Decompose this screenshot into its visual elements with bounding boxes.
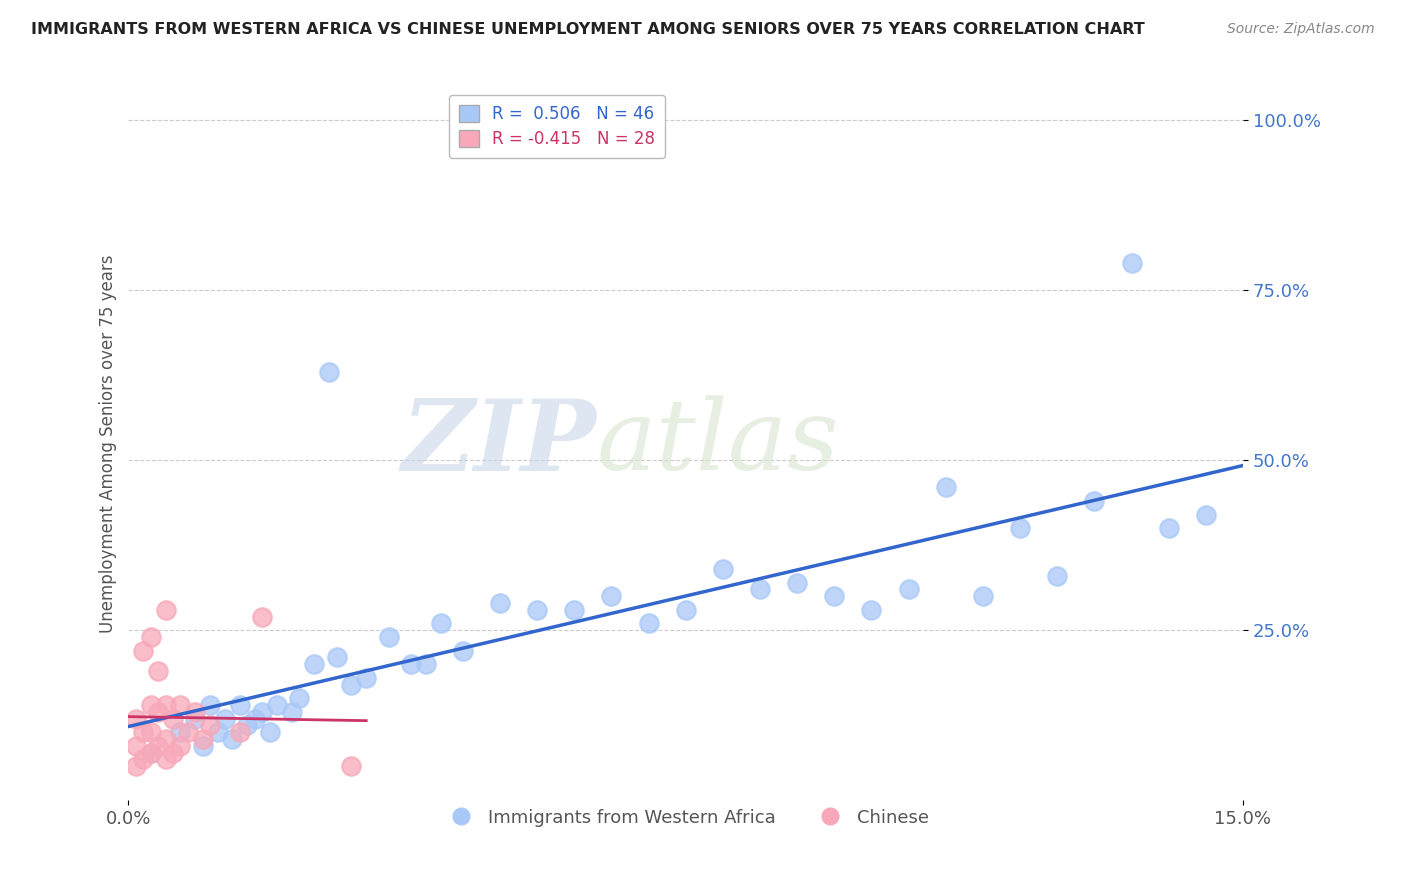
Point (266, 698, 288, 712)
Point (148, 739, 170, 753)
Point (972, 589, 994, 603)
Point (184, 705, 207, 719)
Point (302, 657, 325, 672)
Point (1121, 256, 1143, 270)
Point (148, 664, 170, 678)
Point (125, 759, 148, 773)
Point (155, 603, 177, 617)
Point (191, 732, 214, 747)
Point (229, 725, 252, 739)
Point (200, 718, 222, 732)
Point (191, 739, 214, 753)
Point (749, 582, 772, 597)
Point (207, 725, 229, 739)
Point (675, 603, 697, 617)
Point (562, 603, 585, 617)
Point (214, 712, 236, 726)
Text: atlas: atlas (596, 396, 839, 491)
Point (318, 365, 340, 379)
Point (200, 698, 222, 712)
Point (1046, 569, 1069, 583)
Point (860, 603, 883, 617)
Point (1195, 508, 1218, 522)
Text: IMMIGRANTS FROM WESTERN AFRICA VS CHINESE UNEMPLOYMENT AMONG SENIORS OVER 75 YEA: IMMIGRANTS FROM WESTERN AFRICA VS CHINES… (31, 22, 1144, 37)
Point (139, 630, 162, 644)
Point (340, 678, 363, 692)
Point (281, 705, 304, 719)
Point (823, 589, 845, 603)
Point (489, 596, 512, 610)
Point (139, 698, 162, 712)
Point (250, 705, 273, 719)
Point (155, 732, 177, 747)
Point (139, 746, 162, 760)
Point (429, 616, 451, 631)
Point (132, 725, 155, 739)
Point (637, 616, 659, 631)
Point (155, 698, 177, 712)
Point (325, 650, 347, 665)
Point (169, 698, 191, 712)
Point (399, 657, 422, 672)
Y-axis label: Unemployment Among Seniors over 75 years: Unemployment Among Seniors over 75 years (100, 254, 117, 632)
Point (162, 712, 184, 726)
Point (288, 691, 311, 706)
Point (139, 746, 162, 760)
Point (243, 712, 266, 726)
Point (184, 712, 207, 726)
Point (600, 589, 623, 603)
Point (155, 752, 177, 766)
Point (177, 725, 200, 739)
Point (711, 562, 734, 576)
Point (935, 481, 957, 495)
Point (1083, 494, 1105, 508)
Text: ZIP: ZIP (402, 395, 596, 491)
Point (1010, 521, 1032, 535)
Point (169, 725, 191, 739)
Point (377, 630, 399, 644)
Point (236, 718, 259, 732)
Point (169, 739, 191, 753)
Point (259, 725, 281, 739)
Point (250, 609, 273, 624)
Legend: Immigrants from Western Africa, Chinese: Immigrants from Western Africa, Chinese (436, 802, 936, 834)
Point (526, 603, 548, 617)
Text: Source: ZipAtlas.com: Source: ZipAtlas.com (1227, 22, 1375, 37)
Point (415, 657, 437, 672)
Point (451, 643, 474, 657)
Point (125, 739, 148, 753)
Point (148, 705, 170, 719)
Point (340, 759, 363, 773)
Point (132, 752, 155, 766)
Point (162, 746, 184, 760)
Point (125, 712, 148, 726)
Point (139, 725, 162, 739)
Point (221, 732, 243, 747)
Point (229, 698, 252, 712)
Point (354, 671, 377, 685)
Point (132, 643, 155, 657)
Point (786, 575, 808, 590)
Point (1157, 521, 1180, 535)
Point (897, 582, 920, 597)
